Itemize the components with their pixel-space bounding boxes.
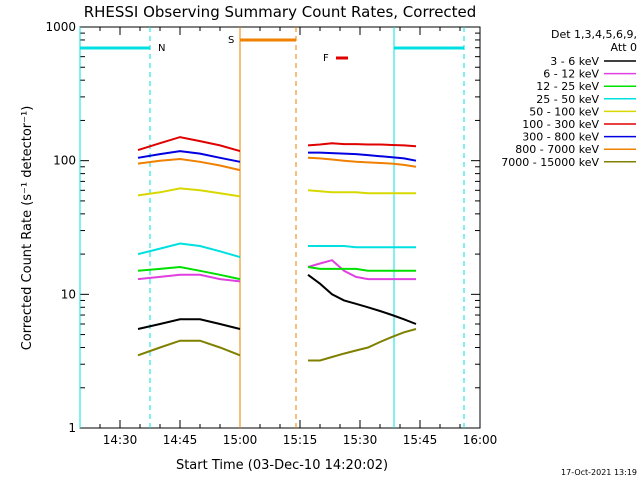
legend-entry-label: 100 - 300 keV — [522, 118, 599, 131]
series-line — [137, 318, 241, 330]
series-line — [307, 156, 417, 168]
x-tick-label: 16:00 — [463, 433, 498, 447]
night-flag-label: N — [158, 43, 165, 54]
series-layer — [137, 136, 417, 362]
series-line — [137, 150, 241, 163]
legend-entry-label: 6 - 12 keV — [543, 68, 599, 81]
x-tick-label: 15:45 — [403, 433, 438, 447]
legend-header-line2: Att 0 — [611, 41, 637, 54]
series-line — [137, 157, 241, 172]
legend-entry-label: 800 - 7000 keV — [515, 143, 599, 156]
series-line — [308, 328, 417, 362]
x-tick-label: 15:15 — [283, 433, 318, 447]
y-tick-label: 100 — [53, 154, 76, 168]
series-line — [137, 339, 241, 357]
legend-entry-label: 300 - 800 keV — [522, 131, 599, 144]
series-line — [137, 273, 241, 283]
series-line — [307, 189, 416, 195]
series-line — [137, 187, 241, 198]
footer-date: 17-Oct-2021 13:19 — [561, 468, 637, 477]
series-line — [308, 245, 416, 249]
series-line — [137, 265, 241, 281]
x-axis-label: Start Time (03-Dec-10 14:20:02) — [176, 458, 388, 473]
y-axis-label: Corrected Count Rate (s⁻¹ detector⁻¹) — [20, 106, 35, 351]
series-line — [137, 242, 241, 259]
legend-entry-label: 25 - 50 keV — [536, 93, 599, 106]
y-tick-label: 1000 — [45, 20, 76, 34]
series-line — [307, 273, 417, 325]
legend-entry-label: 7000 - 15000 keV — [501, 156, 599, 169]
series-line — [307, 266, 416, 272]
legend-entry-label: 3 - 6 keV — [550, 55, 599, 68]
x-tick-label: 15:30 — [343, 433, 378, 447]
series-line — [307, 259, 416, 281]
legend-header-line1: Det 1,3,4,5,6,9, — [551, 28, 637, 41]
x-axis: 14:30 14:45 15:00 15:15 15:30 15:45 16:00 — [79, 27, 498, 447]
chart-title: RHESSI Observing Summary Count Rates, Co… — [84, 3, 477, 21]
legend-entry-label: 12 - 25 keV — [536, 80, 599, 93]
series-line — [137, 136, 241, 153]
legend-entry-label: 50 - 100 keV — [529, 105, 599, 118]
y-tick-label: 10 — [61, 287, 76, 301]
series-line — [307, 142, 417, 148]
x-tick-label: 14:45 — [163, 433, 198, 447]
x-tick-label: 15:00 — [223, 433, 258, 447]
y-tick-label: 1 — [68, 421, 76, 435]
y-axis: 1 10 100 1000 — [45, 20, 480, 435]
flag-bars: N S F — [79, 27, 465, 428]
series-line — [308, 151, 417, 162]
saa-flag-label: S — [228, 35, 234, 46]
x-tick-label: 14:30 — [103, 433, 138, 447]
flare-flag-label: F — [323, 53, 329, 64]
plot-frame — [79, 26, 481, 429]
